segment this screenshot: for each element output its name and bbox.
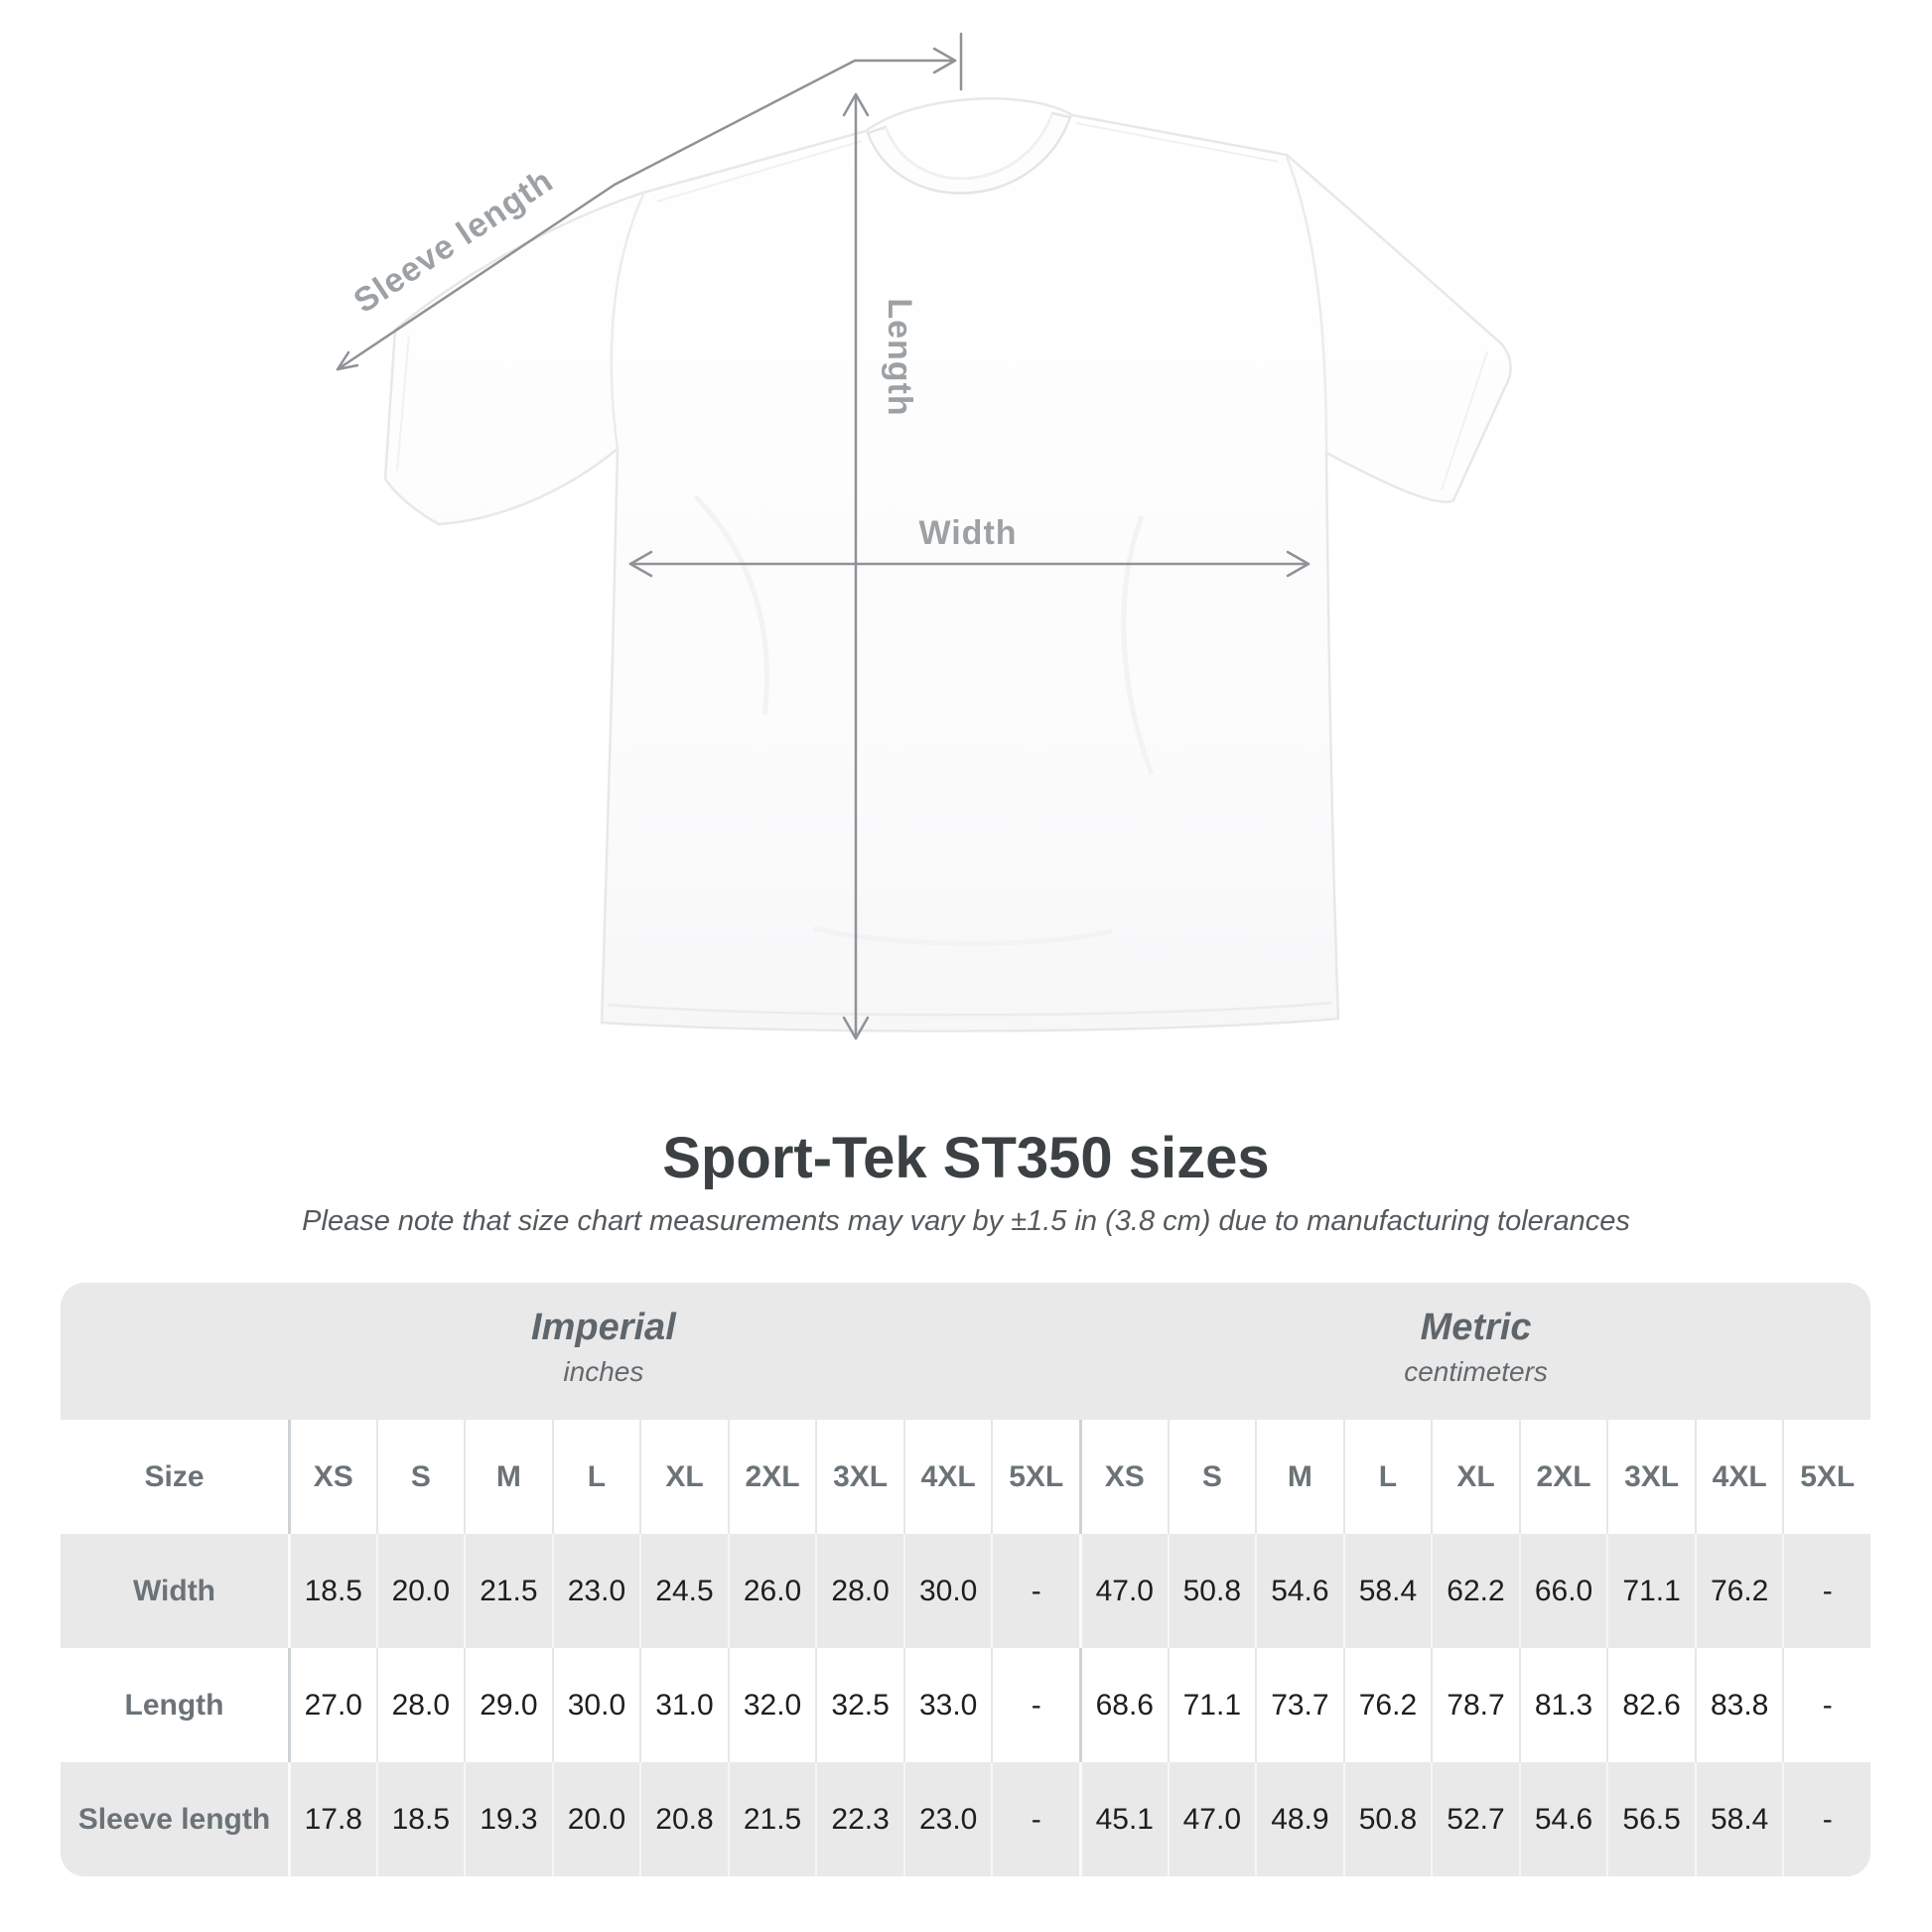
size-col-header: S — [375, 1420, 465, 1534]
measurement-value: 27.0 — [288, 1648, 376, 1762]
measurement-value: 62.2 — [1431, 1534, 1519, 1648]
measurement-value: 54.6 — [1255, 1534, 1343, 1648]
size-col-header: XS — [288, 1420, 376, 1534]
size-column-header: Size — [144, 1459, 205, 1493]
measurement-value: 28.0 — [375, 1648, 465, 1762]
measurement-value: 20.0 — [551, 1762, 640, 1876]
measurement-value: 54.6 — [1518, 1762, 1607, 1876]
measurement-value: - — [1782, 1648, 1870, 1762]
measurement-value: 48.9 — [1255, 1762, 1343, 1876]
measurement-value: - — [1782, 1534, 1870, 1648]
size-header-row: Size XS S M L XL 2XL 3XL 4XL 5XL XS S M L XL 2XL 3XL 4XL 5… — [61, 1420, 1870, 1534]
size-col-header: XL — [1431, 1420, 1519, 1534]
measurement-value: 24.5 — [639, 1534, 728, 1648]
size-table: Imperial inches Metric centimeters Size X… — [61, 1283, 1870, 1876]
size-col-header: M — [1255, 1420, 1343, 1534]
size-col-header: 4XL — [1694, 1420, 1783, 1534]
metric-group-name: Metric — [1420, 1307, 1532, 1348]
measurement-value: 29.0 — [464, 1648, 552, 1762]
title-block: Sport-Tek ST350 sizes Please note that s… — [0, 1130, 1932, 1239]
measurement-value: 23.0 — [902, 1762, 992, 1876]
page-title: Sport-Tek ST350 sizes — [662, 1126, 1270, 1190]
size-col-header: S — [1167, 1420, 1256, 1534]
measurement-value: 71.1 — [1606, 1534, 1695, 1648]
measurement-value: 20.8 — [639, 1762, 728, 1876]
length-arrow: Length — [842, 92, 918, 1040]
size-col-header: XS — [1079, 1420, 1168, 1534]
metric-group: Metric centimeters — [1404, 1307, 1548, 1388]
tshirt-measurement-diagram: Sleeve length Length Width — [336, 32, 1512, 1040]
imperial-group-unit: inches — [563, 1356, 644, 1387]
measurement-value: 73.7 — [1255, 1648, 1343, 1762]
measurement-value: 76.2 — [1694, 1534, 1783, 1648]
size-col-header: 3XL — [1606, 1420, 1695, 1534]
table-row: Length 27.0 28.0 29.0 30.0 31.0 32.0 32.5 33.0-6… — [61, 1648, 1870, 1762]
measurement-value: 19.3 — [464, 1762, 552, 1876]
measurement-value: 58.4 — [1342, 1534, 1432, 1648]
measurement-value: 82.6 — [1606, 1648, 1695, 1762]
measurement-value: 32.0 — [727, 1648, 816, 1762]
table-body: Size XS S M L XL 2XL 3XL 4XL 5XL XS S M L XL 2XL 3XL 4XL 5… — [61, 1420, 1870, 1876]
measurement-value: 31.0 — [639, 1648, 728, 1762]
size-col-header: 5XL — [1782, 1420, 1870, 1534]
measurement-value: - — [991, 1648, 1079, 1762]
measurement-value: 45.1 — [1079, 1762, 1168, 1876]
measurement-value: 76.2 — [1342, 1648, 1432, 1762]
measurement-value: 47.0 — [1079, 1534, 1168, 1648]
imperial-group-name: Imperial — [531, 1307, 676, 1348]
size-col-header: L — [551, 1420, 640, 1534]
row-label: Sleeve length — [77, 1802, 271, 1836]
measurement-value: 20.0 — [375, 1534, 465, 1648]
measurement-value: 30.0 — [551, 1648, 640, 1762]
row-label: Width — [132, 1574, 216, 1607]
measurement-value: 18.5 — [375, 1762, 465, 1876]
measurement-value: 50.8 — [1342, 1762, 1432, 1876]
unit-group-header: Imperial inches Metric centimeters — [61, 1283, 1870, 1420]
measurement-value: 68.6 — [1079, 1648, 1168, 1762]
measurement-value: - — [1782, 1762, 1870, 1876]
size-col-header: 2XL — [727, 1420, 816, 1534]
measurement-value: 50.8 — [1167, 1534, 1256, 1648]
size-col-header: 3XL — [815, 1420, 903, 1534]
measurement-value: - — [991, 1534, 1079, 1648]
measurement-value: 28.0 — [815, 1534, 903, 1648]
size-col-header: 5XL — [991, 1420, 1079, 1534]
measurement-value: 23.0 — [551, 1534, 640, 1648]
measurement-value: 47.0 — [1167, 1762, 1256, 1876]
width-label: Width — [918, 514, 1017, 552]
measurement-value: 33.0 — [902, 1648, 992, 1762]
length-label: Length — [881, 298, 918, 416]
size-col-header: 2XL — [1518, 1420, 1607, 1534]
row-label: Length — [124, 1688, 224, 1722]
measurement-value: 78.7 — [1431, 1648, 1519, 1762]
measurement-value: 30.0 — [902, 1534, 992, 1648]
size-col-header: 4XL — [902, 1420, 992, 1534]
measurement-value: 26.0 — [727, 1534, 816, 1648]
measurement-value: 52.7 — [1431, 1762, 1519, 1876]
measurement-value: - — [991, 1762, 1079, 1876]
imperial-group: Imperial inches — [531, 1307, 676, 1388]
size-col-header: M — [464, 1420, 552, 1534]
measurement-value: 83.8 — [1694, 1648, 1783, 1762]
measurement-value: 21.5 — [727, 1762, 816, 1876]
measurement-value: 66.0 — [1518, 1534, 1607, 1648]
measurement-value: 22.3 — [815, 1762, 903, 1876]
size-col-header: XL — [639, 1420, 728, 1534]
measurement-value: 71.1 — [1167, 1648, 1256, 1762]
measurement-value: 56.5 — [1606, 1762, 1695, 1876]
size-col-header: L — [1342, 1420, 1432, 1534]
measurement-value: 81.3 — [1518, 1648, 1607, 1762]
measurement-value: 21.5 — [464, 1534, 552, 1648]
measurement-value: 32.5 — [815, 1648, 903, 1762]
measurement-value: 18.5 — [288, 1534, 376, 1648]
measurement-value: 17.8 — [288, 1762, 376, 1876]
width-arrow: Width — [628, 514, 1311, 578]
measurement-value: 58.4 — [1694, 1762, 1783, 1876]
tolerance-note: Please note that size chart measurements… — [302, 1205, 1630, 1237]
table-row: Sleeve length 17.8 18.5 19.3 20.0 20.8 21.5 22.… — [61, 1762, 1870, 1876]
table-row: Width 18.5 20.0 21.5 23.0 24.5 26.0 28.0 30.0-47… — [61, 1534, 1870, 1648]
metric-group-unit: centimeters — [1404, 1356, 1548, 1387]
